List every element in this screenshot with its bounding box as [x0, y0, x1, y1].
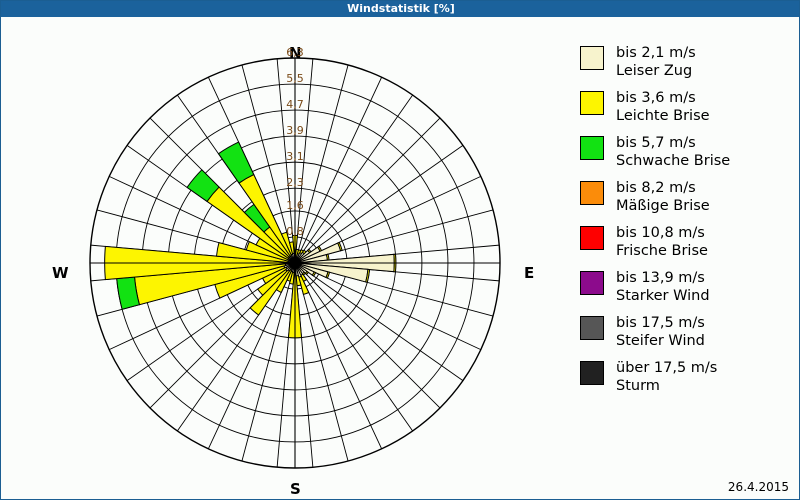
legend-speed-range: bis 17,5 m/s [616, 315, 705, 331]
legend-item: bis 10,8 m/s Frische Brise [580, 224, 795, 260]
legend-beaufort-name: Starker Wind [616, 288, 710, 304]
compass-label-west: W [52, 264, 69, 282]
grid-spoke [294, 117, 441, 264]
legend-item: bis 2,1 m/s Leiser Zug [580, 44, 795, 80]
grid-spoke [294, 262, 464, 381]
compass-label-south: S [290, 480, 301, 498]
legend-beaufort-name: Steifer Wind [616, 333, 705, 349]
compass-label-east: E [524, 264, 535, 282]
legend-item: über 17,5 m/s Sturm [580, 359, 795, 395]
legend-beaufort-name: Sturm [616, 378, 660, 394]
legend-beaufort-name: Schwache Brise [616, 153, 731, 169]
legend-label: bis 13,9 m/s Starker Wind [616, 269, 710, 305]
grid-spoke [294, 262, 441, 409]
polar-axes [90, 58, 500, 468]
legend-item: bis 3,6 m/s Leichte Brise [580, 89, 795, 125]
wind-rose-segment [280, 231, 294, 256]
legend-item: bis 13,9 m/s Starker Wind [580, 269, 795, 305]
legend-beaufort-name: Mäßige Brise [616, 198, 710, 214]
wind-rose-segment [288, 241, 295, 255]
wind-rose-segment [288, 271, 295, 285]
legend-color-swatch [580, 361, 604, 385]
wind-rose-segment [249, 269, 291, 316]
window-title-bar: Windstatistik [%] [1, 1, 799, 17]
radial-tick-label: 1,6 [286, 198, 304, 212]
grid-spoke [294, 262, 383, 449]
grid-spoke [276, 58, 296, 264]
grid-spoke [294, 262, 349, 462]
wind-rose-segment [365, 268, 371, 283]
legend-label: bis 3,6 m/s Leichte Brise [616, 89, 710, 125]
legend-speed-range: bis 3,6 m/s [616, 90, 696, 106]
date-stamp: 26.4.2015 [727, 480, 789, 494]
legend-beaufort-name: Leiser Zug [616, 63, 693, 79]
legend-color-swatch [580, 271, 604, 295]
legend-color-swatch [580, 226, 604, 250]
legend-color-swatch [580, 181, 604, 205]
legend-speed-range: bis 2,1 m/s [616, 45, 696, 61]
grid-spoke [294, 145, 464, 264]
compass-label-north: N [289, 44, 302, 62]
wind-rose-segment [186, 169, 220, 203]
wind-rose-segment [337, 241, 343, 252]
grid-spoke [241, 64, 296, 264]
wind-rose-segment [304, 270, 310, 276]
legend-speed-range: über 17,5 m/s [616, 360, 718, 376]
wind-rose-segment [217, 141, 255, 184]
chart-canvas: N S W E 0,8 1,6 2,3 3,1 3,9 4,7 5,5 6,3 bis 2,1… [2, 18, 799, 499]
radial-tick-label: 0,8 [286, 224, 304, 238]
legend-beaufort-name: Leichte Brise [616, 108, 710, 124]
radial-tick-label: 2,3 [286, 176, 304, 190]
legend-color-swatch [580, 316, 604, 340]
wind-rose-segment [325, 271, 331, 279]
grid-spoke [294, 58, 314, 264]
legend-item: bis 8,2 m/s Mäßige Brise [580, 179, 795, 215]
legend-beaufort-name: Frische Brise [616, 243, 708, 259]
legend-label: bis 2,1 m/s Leiser Zug [616, 44, 696, 80]
wind-rose-chart [89, 57, 501, 469]
wind-rose-segment [216, 242, 289, 263]
wind-rose-segment [311, 271, 317, 277]
radial-tick-label: 5,5 [286, 72, 304, 86]
grid-spoke [294, 94, 413, 264]
legend-speed-range: bis 10,8 m/s [616, 225, 705, 241]
legend-label: bis 10,8 m/s Frische Brise [616, 224, 708, 260]
radial-tick-label: 3,9 [286, 124, 304, 138]
legend-label: bis 5,7 m/s Schwache Brise [616, 134, 730, 170]
legend-color-swatch [580, 91, 604, 115]
radial-tick-label: 6,3 [286, 46, 304, 59]
radial-tick-label: 3,1 [286, 150, 304, 164]
wind-rose-segment [245, 241, 290, 262]
legend-item: bis 5,7 m/s Schwache Brise [580, 134, 795, 170]
legend-label: über 17,5 m/s Sturm [616, 359, 717, 395]
grid-spoke [294, 77, 383, 264]
grid-spoke [294, 64, 349, 264]
legend-speed-range: bis 13,9 m/s [616, 270, 705, 286]
wind-rose-segment [256, 268, 288, 296]
wind-rose-petals [104, 141, 397, 339]
wind-rose-segment [298, 275, 310, 296]
legend-label: bis 8,2 m/s Mäßige Brise [616, 179, 710, 215]
legend-color-swatch [580, 136, 604, 160]
legend-speed-range: bis 8,2 m/s [616, 180, 696, 196]
legend-item: bis 17,5 m/s Steifer Wind [580, 314, 795, 350]
legend-label: bis 17,5 m/s Steifer Wind [616, 314, 705, 350]
legend-color-swatch [580, 46, 604, 70]
grid-spoke [241, 262, 296, 462]
legend: bis 2,1 m/s Leiser Zug bis 3,6 m/s Leichte … [580, 44, 795, 404]
grid-spoke [207, 262, 296, 449]
grid-spoke [294, 262, 413, 432]
legend-speed-range: bis 5,7 m/s [616, 135, 696, 151]
radial-tick-label: 4,7 [286, 98, 304, 112]
